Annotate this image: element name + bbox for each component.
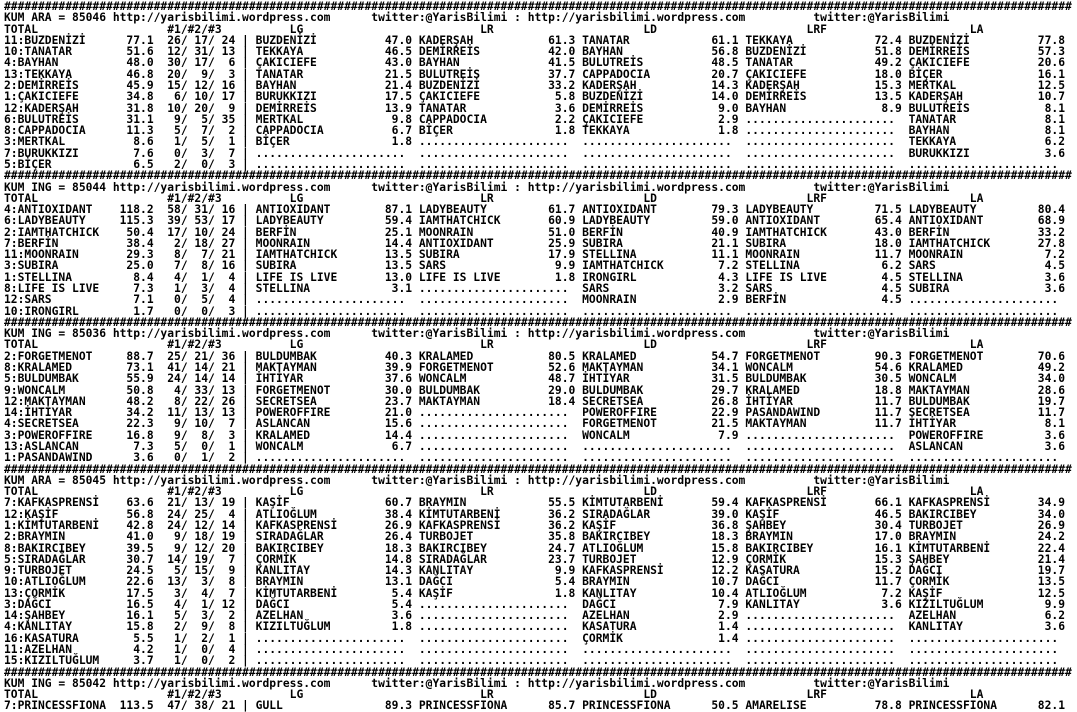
column-header-row: TOTAL #1/#2/#3 LG LR LD LRF LA (4, 688, 1072, 702)
table-row: 7:BERFİN 38.4 2/ 18/ 27 | MOONRAIN 14.4 … (4, 236, 1072, 250)
table-row: 10:TANATAR 51.6 12/ 31/ 13 | TEKKAYA 46.… (4, 45, 1072, 59)
table-row: 2:IAMTHATCHICK 50.4 17/ 10/ 24 | BERFİN … (4, 225, 1072, 239)
section-separator: ########################################… (4, 315, 1072, 329)
table-row: 4:SECRETSEA 22.3 9/ 10/ 7 | ASLANCAN 15.… (4, 417, 1072, 431)
section-title: KUM ARA = 85046 http://yarisbilimi.wordp… (4, 11, 950, 25)
section-separator: ########################################… (4, 665, 1072, 679)
table-row: 1:ÇAKICIEFE 34.8 6/ 10/ 17 | BURUKKIZI 1… (4, 90, 1072, 104)
section-title: KUM ING = 85044 http://yarisbilimi.wordp… (4, 180, 950, 194)
table-row: 9:WONCALM 50.8 4/ 33/ 13 | FORGETMENOT 3… (4, 383, 1072, 397)
section-separator: ########################################… (4, 462, 1072, 476)
section-separator: ########################################… (4, 0, 1072, 13)
table-row: 8:CAPPADOCIA 11.3 5/ 7/ 2 | CAPPADOCIA 6… (4, 124, 1072, 138)
table-row: 3:DAĞCI 16.5 4/ 1/ 12 | DAĞCI 5.4 ......… (4, 597, 1072, 611)
section-title: KUM ING = 85036 http://yarisbilimi.wordp… (4, 327, 950, 341)
table-row: 2:DEMİRREİS 45.9 15/ 12/ 16 | BAYHAN 21.… (4, 78, 1072, 92)
table-row: 2:BRAYMIN 41.0 9/ 18/ 19 | SIRADAĞLAR 26… (4, 530, 1072, 544)
table-row: 1:KİMTUTARBENİ 42.8 24/ 12/ 14 | KAFKASP… (4, 518, 1072, 532)
table-row: 16:KASATURA 5.5 1/ 2/ 1 | ..............… (4, 631, 1072, 645)
column-header-row: TOTAL #1/#2/#3 LG LR LD LRF LA (4, 191, 1072, 205)
table-row: 6:LADYBEAUTY 115.3 39/ 53/ 17 | LADYBEAU… (4, 214, 1072, 228)
table-row: 3:SUBIRA 25.0 7/ 8/ 16 | SUBIRA 13.5 SAR… (4, 259, 1072, 273)
table-row: 8:KRALAMED 73.1 41/ 14/ 21 | MAKTAYMAN 3… (4, 361, 1072, 374)
table-row: 5:BULDUMBAK 55.9 24/ 14/ 14 | İHTİYAR 37… (4, 372, 1072, 386)
table-row: 10:ATLIOĞLUM 22.6 13/ 3/ 8 | BRAYMIN 13.… (4, 575, 1072, 589)
table-row: 5:SIRADAĞLAR 30.7 14/ 19/ 7 | ÇORMİK 14.… (4, 552, 1072, 566)
table-row: 2:FORGETMENOT 88.7 25/ 21/ 36 | BULDUMBA… (4, 349, 1072, 363)
section-title: KUM ING = 85042 http://yarisbilimi.wordp… (4, 676, 950, 690)
table-row: 8:LIFE IS LIVE 7.3 1/ 3/ 4 | STELLINA 3.… (4, 282, 1072, 296)
column-header-row: TOTAL #1/#2/#3 LG LR LD LRF LA (4, 22, 1072, 36)
table-row: 4:BAYHAN 48.0 30/ 17/ 6 | ÇAKICIEFE 43.0… (4, 56, 1072, 70)
table-row: 4:ANTIOXIDANT 118.2 58/ 31/ 16 | ANTIOXI… (4, 203, 1072, 217)
table-row: 12:MAKTAYMAN 48.2 8/ 22/ 26 | SECRETSEA … (4, 394, 1072, 408)
table-row: 3:MERTKAL 8.6 1/ 5/ 1 | BİÇER 1.8 ......… (4, 135, 1072, 149)
section-separator: ########################################… (4, 169, 1072, 183)
table-row: 11:BUZDENİZİ 77.1 26/ 17/ 24 | BUZDENİZİ… (4, 33, 1072, 47)
table-row: 5:BİÇER 6.5 2/ 0/ 3 | ..................… (4, 157, 1072, 171)
table-row: 1:PASANDAWIND 3.6 0/ 1/ 2 | ............… (4, 451, 1072, 465)
table-row: 13:ASLANCAN 7.3 5/ 0/ 1 | WONCALM 6.7 ..… (4, 439, 1072, 453)
table-row: 6:BULUTREİS 31.1 9/ 5/ 35 | MERTKAL 9.8 … (4, 112, 1072, 126)
table-row: 13:TEKKAYA 46.8 20/ 9/ 3 | TANATAR 21.5 … (4, 67, 1072, 81)
column-header-row: TOTAL #1/#2/#3 LG LR LD LRF LA (4, 338, 1072, 352)
table-row: 11:MOONRAIN 29.3 8/ 7/ 21 | IAMTHATCHICK… (4, 248, 1072, 262)
table-row: 7:PRINCESSFIONA 113.5 47/ 38/ 21 | GULL … (4, 699, 1072, 712)
table-row: 4:KANLITAY 15.8 2/ 9/ 8 | KIZILTUĞLUM 1.… (4, 620, 1072, 634)
table-row: 7:BURUKKIZI 7.6 0/ 3/ 7 | ..............… (4, 146, 1072, 160)
column-header-row: TOTAL #1/#2/#3 LG LR LD LRF LA (4, 485, 1072, 499)
table-row: 13:ÇORMİK 17.5 3/ 4/ 7 | KİMTUTARBENİ 5.… (4, 586, 1072, 600)
table-row: 3:POWEROFFIRE 16.8 9/ 8/ 3 | KRALAMED 14… (4, 428, 1072, 442)
table-row: 9:TURBOJET 24.5 5/ 15/ 9 | KANLITAY 14.3… (4, 564, 1072, 578)
table-row: 10:IRONGIRL 1.7 0/ 0/ 3 | ..............… (4, 304, 1072, 318)
table-row: 1:STELLINA 8.4 4/ 1/ 4 | LIFE IS LIVE 13… (4, 270, 1072, 284)
table-row: 7:KAFKASPRENSİ 63.6 21/ 13/ 19 | KAŞİF 6… (4, 496, 1072, 510)
table-row: 12:KAŞİF 56.8 24/ 25/ 4 | ATLIOĞLUM 38.4… (4, 507, 1072, 521)
table-row: 12:KADERŞAH 31.8 10/ 20/ 9 | DEMİRREİS 1… (4, 101, 1072, 115)
table-row: 14:ŞAHBEY 16.1 5/ 3/ 2 | AZELHAN 3.6 ...… (4, 609, 1072, 623)
table-row: 11:AZELHAN 4.2 1/ 0/ 4 | ...............… (4, 643, 1072, 657)
table-row: 14:İHTİYAR 34.2 11/ 13/ 13 | POWEROFFIRE… (4, 406, 1072, 420)
table-row: 15:KIZILTUĞLUM 3.7 1/ 0/ 2 | ...........… (4, 654, 1072, 668)
section-title: KUM ARA = 85045 http://yarisbilimi.wordp… (4, 473, 950, 487)
table-row: 12:SARS 7.1 0/ 5/ 4 | ..................… (4, 293, 1072, 307)
table-row: 8:BAKIRCIBEY 39.5 9/ 12/ 20 | BAKIRCIBEY… (4, 541, 1072, 555)
